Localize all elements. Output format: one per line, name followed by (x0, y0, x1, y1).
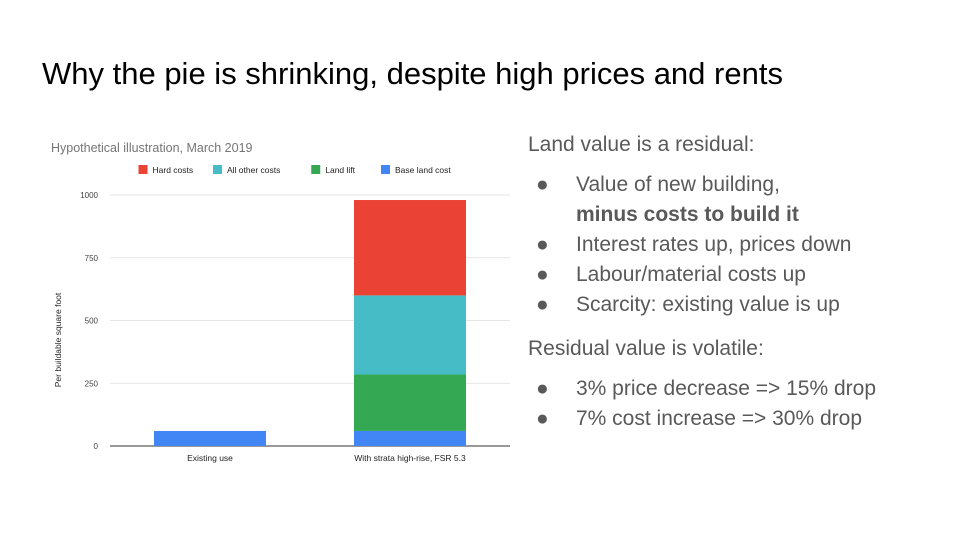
list-item-text: Labour/material costs up (576, 263, 806, 286)
bar-segment (154, 430, 266, 446)
list-item: ● 7% cost increase => 30% drop (528, 404, 948, 434)
legend-swatch (138, 165, 148, 174)
legend-label: Base land cost (395, 165, 451, 175)
y-axis-ticks: 0 250 500 750 1000 (80, 191, 98, 451)
list-item-text: Value of new building, (576, 173, 780, 196)
x-category-label: Existing use (187, 453, 233, 463)
y-tick-label: 750 (85, 254, 99, 263)
legend-swatch (381, 165, 390, 174)
x-category-label: With strata high-rise, FSR 5.3 (354, 453, 466, 463)
bullet-icon: ● (536, 407, 549, 430)
volatile-heading: Residual value is volatile: (528, 337, 764, 360)
volatile-list: ● 3% price decrease => 15% drop ● 7% cos… (528, 374, 948, 434)
list-item-text: Interest rates up, prices down (576, 233, 852, 256)
residual-heading: Land value is a residual: (528, 133, 755, 156)
y-axis-label: Per buildable square foot (53, 292, 63, 387)
list-item-bold-text: minus costs to build it (576, 203, 799, 226)
chart-svg: Hypothetical illustration, March 2019 Ha… (51, 141, 510, 463)
y-tick-label: 250 (85, 379, 99, 388)
bullet-icon: ● (536, 263, 549, 286)
legend-swatch (213, 165, 222, 174)
bar-segment (354, 374, 466, 431)
legend-label: Land lift (325, 165, 355, 175)
list-item: ● 3% price decrease => 15% drop (528, 374, 948, 404)
y-tick-label: 500 (85, 317, 99, 326)
bullet-icon: ● (536, 233, 549, 256)
list-item-text: Scarcity: existing value is up (576, 293, 840, 316)
bar-segment (354, 295, 466, 375)
x-axis-categories: Existing use With strata high-rise, FSR 5… (187, 453, 466, 463)
slide-title: Why the pie is shrinking, despite high p… (42, 56, 783, 91)
stacked-bar-chart: Hypothetical illustration, March 2019 Ha… (40, 130, 520, 480)
list-item: ● Value of new building, minus costs to … (528, 170, 948, 230)
legend-swatch (311, 165, 321, 174)
bullet-icon: ● (536, 173, 549, 196)
list-item: ● Labour/material costs up (528, 260, 948, 290)
y-tick-label: 0 (94, 442, 99, 451)
residual-list: ● Value of new building, minus costs to … (528, 170, 948, 320)
legend-label: Hard costs (153, 165, 194, 175)
list-item-text: 7% cost increase => 30% drop (576, 407, 863, 430)
chart-bars (154, 200, 466, 446)
y-tick-label: 1000 (80, 191, 98, 200)
list-item: ● Scarcity: existing value is up (528, 290, 948, 320)
list-item-text: 3% price decrease => 15% drop (576, 377, 877, 400)
list-item: ● Interest rates up, prices down (528, 230, 948, 260)
text-panel: Land value is a residual: ● Value of new… (528, 130, 948, 434)
bullet-icon: ● (536, 377, 549, 400)
bullet-icon: ● (536, 293, 549, 316)
bar-segment (354, 430, 466, 446)
chart-title: Hypothetical illustration, March 2019 (51, 141, 253, 155)
chart-legend: Hard costs All other costs Land lift Base l… (138, 165, 451, 175)
legend-label: All other costs (227, 165, 280, 175)
bar-segment (354, 200, 466, 296)
